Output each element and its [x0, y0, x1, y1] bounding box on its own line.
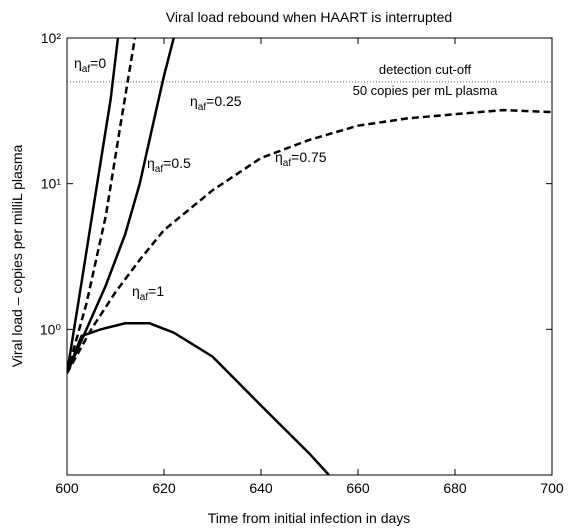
chart-title: Viral load rebound when HAART is interru… [166, 9, 452, 25]
label-value: =0.25 [206, 93, 242, 109]
series-label: ηaf=0.5 [147, 155, 191, 175]
series-label: ηaf=1 [132, 283, 164, 303]
label-symbol: η [147, 155, 155, 171]
y-axis-label: Viral load – copies per milliL plasma [9, 145, 25, 368]
x-tick-label: 680 [443, 480, 467, 496]
series-line [67, 108, 552, 374]
series-line [67, 38, 175, 374]
x-tick-label: 600 [55, 480, 79, 496]
label-symbol: η [132, 283, 140, 299]
series-label: ηaf=0.25 [190, 93, 242, 113]
series-line [67, 38, 120, 374]
label-value: =0.5 [163, 155, 191, 171]
label-symbol: η [190, 93, 198, 109]
y-tick-label: 10¹ [41, 176, 62, 192]
label-value: =1 [148, 283, 164, 299]
label-subscript: af [283, 158, 292, 169]
label-symbol: η [275, 149, 283, 165]
y-tick-label: 10² [41, 30, 62, 46]
label-symbol: η [74, 55, 82, 71]
x-axis-label: Time from initial infection in days [208, 510, 411, 526]
x-tick-label: 660 [346, 480, 370, 496]
label-subscript: af [198, 102, 207, 113]
label-value: =0 [90, 55, 106, 71]
label-subscript: af [140, 292, 149, 303]
x-tick-label: 640 [249, 480, 273, 496]
label-subscript: af [155, 164, 164, 175]
cutoff-label: detection cut-off [379, 62, 472, 77]
series-line [67, 38, 137, 374]
x-tick-label: 700 [540, 480, 564, 496]
cutoff-label: 50 copies per mL plasma [353, 83, 499, 98]
y-tick-label: 10⁰ [40, 321, 62, 337]
series-label: ηaf=0.75 [275, 149, 327, 169]
label-subscript: af [82, 64, 91, 75]
plot-area [66, 37, 553, 476]
x-tick-label: 620 [152, 480, 176, 496]
label-value: =0.75 [291, 149, 327, 165]
series-line [67, 322, 330, 475]
series-label: ηaf=0 [74, 55, 106, 75]
